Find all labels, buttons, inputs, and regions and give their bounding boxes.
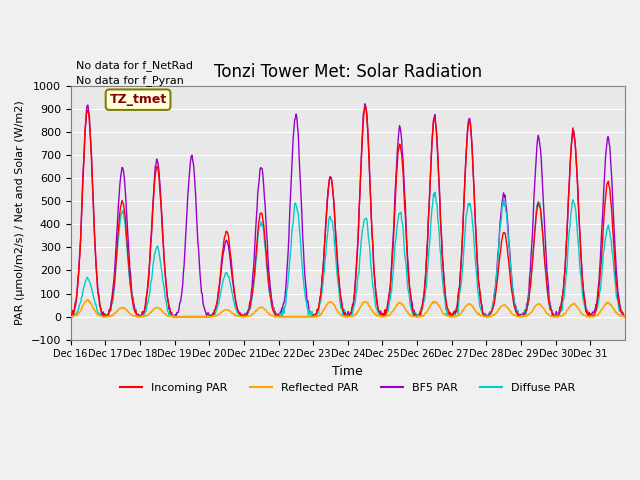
Title: Tonzi Tower Met: Solar Radiation: Tonzi Tower Met: Solar Radiation	[214, 63, 482, 81]
Text: No data for f_NetRad: No data for f_NetRad	[76, 60, 193, 71]
Text: No data for f_Pyran: No data for f_Pyran	[76, 75, 184, 86]
Text: TZ_tmet: TZ_tmet	[109, 93, 166, 106]
Legend: Incoming PAR, Reflected PAR, BF5 PAR, Diffuse PAR: Incoming PAR, Reflected PAR, BF5 PAR, Di…	[116, 379, 580, 398]
X-axis label: Time: Time	[332, 365, 364, 378]
Y-axis label: PAR (μmol/m2/s) / Net and Solar (W/m2): PAR (μmol/m2/s) / Net and Solar (W/m2)	[15, 100, 25, 325]
